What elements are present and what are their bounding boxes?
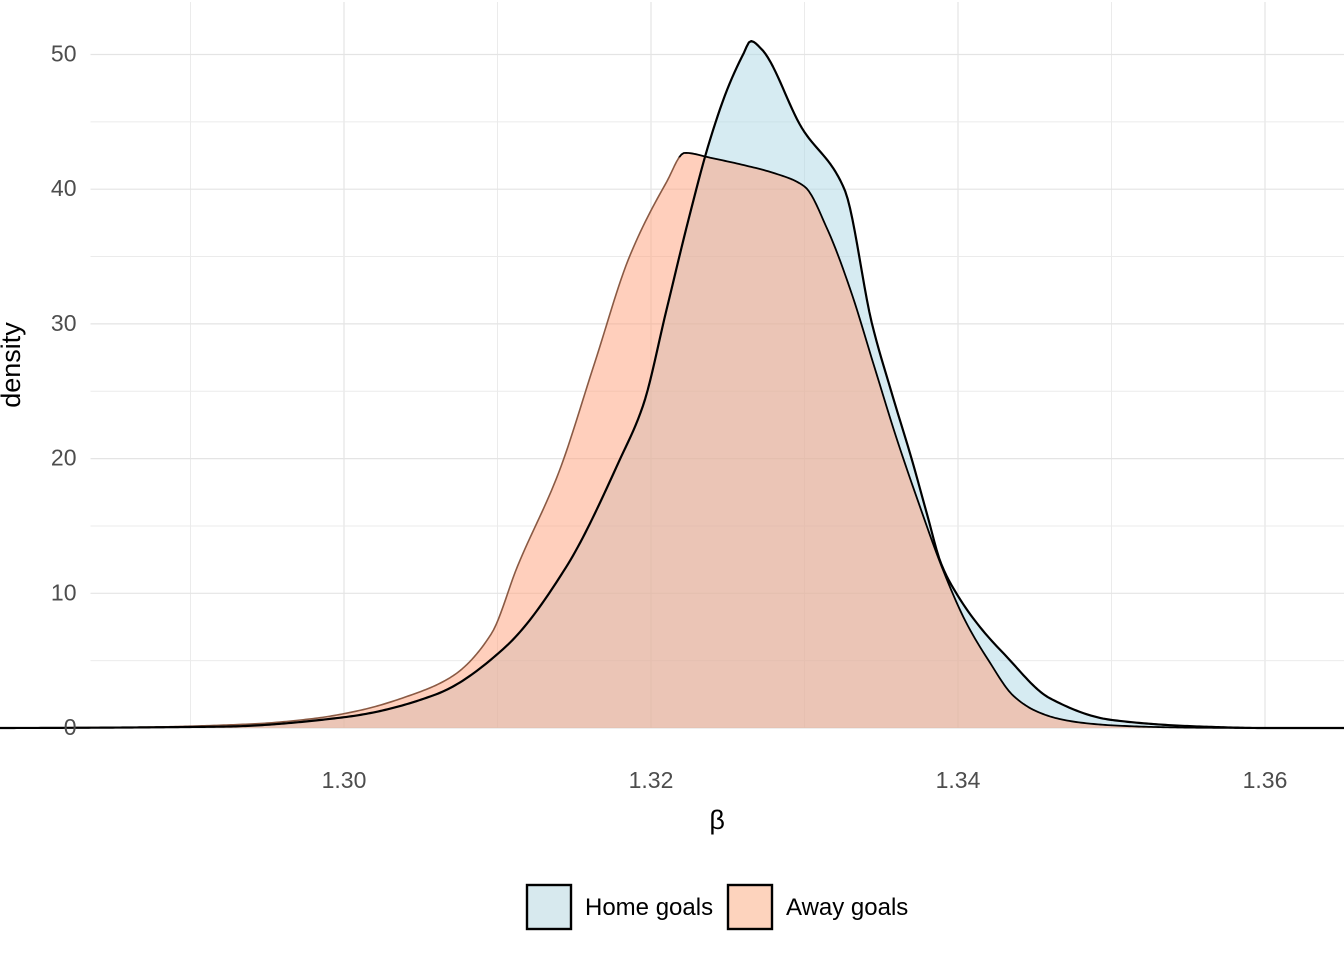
- svg-text:Away goals: Away goals: [786, 894, 908, 921]
- svg-text:β: β: [709, 805, 725, 835]
- svg-text:1.36: 1.36: [1243, 767, 1288, 793]
- svg-text:40: 40: [51, 175, 77, 201]
- svg-text:1.34: 1.34: [936, 767, 981, 793]
- svg-text:density: density: [0, 322, 26, 408]
- svg-text:1.30: 1.30: [322, 767, 367, 793]
- svg-text:Home goals: Home goals: [585, 894, 713, 921]
- svg-text:10: 10: [51, 579, 77, 605]
- svg-text:30: 30: [51, 310, 77, 336]
- svg-text:0: 0: [64, 714, 77, 740]
- svg-text:20: 20: [51, 445, 77, 471]
- svg-text:50: 50: [51, 41, 77, 67]
- svg-text:1.32: 1.32: [629, 767, 674, 793]
